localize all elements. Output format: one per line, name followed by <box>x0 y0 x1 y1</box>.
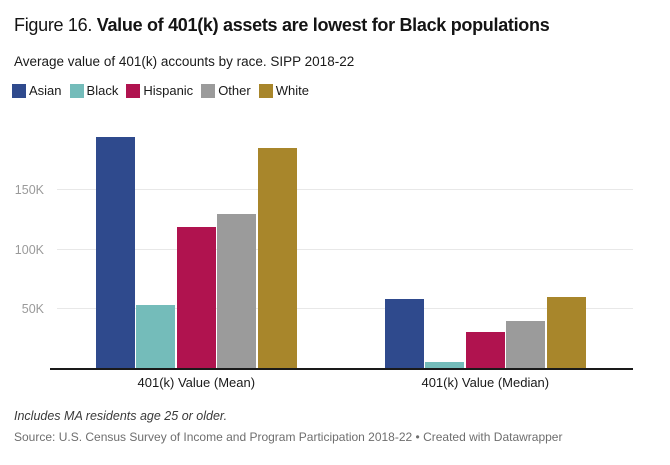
bar-asian-mean[interactable] <box>96 137 135 368</box>
bar-other-mean[interactable] <box>217 214 257 368</box>
legend-swatch-hispanic <box>126 84 141 98</box>
legend-swatch-white <box>258 84 273 98</box>
x-category-label-mean: 401(k) Value (Mean) <box>137 375 256 390</box>
legend: Asian Black Hispanic Other White <box>12 84 309 98</box>
figure-number-label: Figure 16. <box>14 15 93 35</box>
legend-label-asian: Asian <box>29 83 62 98</box>
y-tick-label-50k: 50K <box>21 301 44 316</box>
x-category-label-median: 401(k) Value (Median) <box>421 375 550 390</box>
legend-swatch-other <box>201 84 216 98</box>
source-line: Source: U.S. Census Survey of Income and… <box>14 430 562 445</box>
bar-white-mean[interactable] <box>257 147 297 368</box>
gridline-150k <box>57 189 633 191</box>
chart-subtitle: Average value of 401(k) accounts by race… <box>14 54 355 69</box>
legend-label-hispanic: Hispanic <box>143 83 194 98</box>
gridline-50k <box>57 307 633 309</box>
gridline-100k <box>57 248 633 250</box>
bar-asian-median[interactable] <box>385 299 424 368</box>
source-separator: • <box>412 430 424 444</box>
legend-item-hispanic: Hispanic <box>126 84 193 98</box>
bar-black-median[interactable] <box>425 362 465 368</box>
bar-hispanic-median[interactable] <box>465 332 505 368</box>
bar-white-median[interactable] <box>546 296 586 368</box>
datawrapper-attribution-link[interactable]: Created with Datawrapper <box>423 430 563 444</box>
legend-swatch-asian <box>12 84 26 98</box>
legend-label-black: Black <box>86 83 119 98</box>
chart-footnote: Includes MA residents age 25 or older. <box>14 409 228 423</box>
bar-other-median[interactable] <box>506 320 546 368</box>
legend-label-white: White <box>275 83 309 98</box>
chart-title-text: Value of 401(k) assets are lowest for Bl… <box>92 15 550 35</box>
legend-item-asian: Asian <box>12 84 62 98</box>
plot-area: 50K 100K 150K 401(k) Value (Mean) 401(k) Val… <box>15 117 633 390</box>
legend-swatch-black <box>69 84 84 98</box>
legend-item-black: Black <box>69 83 119 98</box>
legend-item-white: White <box>258 83 309 98</box>
y-tick-label-150k: 150K <box>14 183 44 198</box>
legend-label-other: Other <box>218 83 251 98</box>
chart-title: Figure 16. Value of 401(k) assets are lo… <box>14 13 550 37</box>
bar-hispanic-mean[interactable] <box>176 227 216 368</box>
source-text: Source: U.S. Census Survey of Income and… <box>14 430 413 444</box>
legend-item-other: Other <box>201 84 251 98</box>
y-tick-label-100k: 100K <box>14 242 44 257</box>
bar-black-mean[interactable] <box>136 305 176 368</box>
